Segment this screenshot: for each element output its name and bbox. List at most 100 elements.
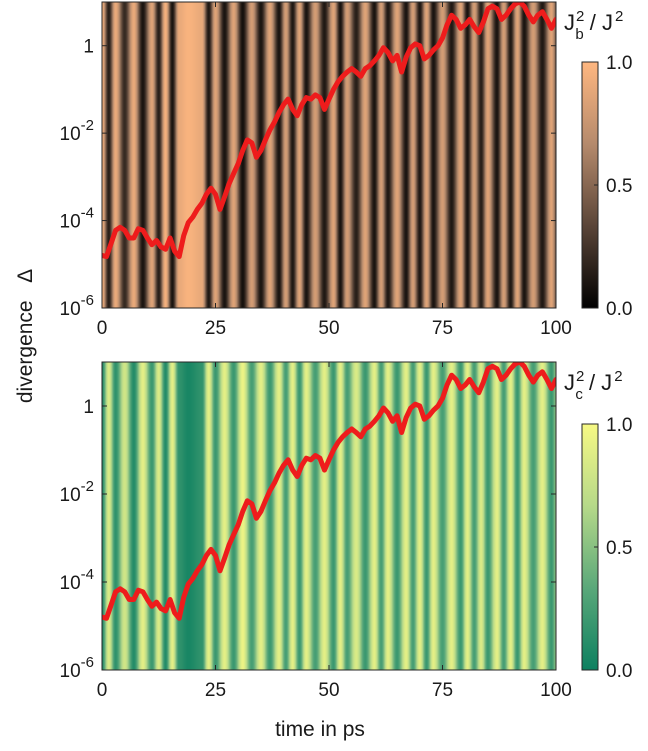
heatmap-cell: [234, 2, 236, 308]
heatmap-cell: [505, 2, 507, 308]
heatmap-cell: [518, 2, 520, 308]
heatmap-cell: [132, 362, 134, 670]
heatmap-cell: [357, 362, 359, 670]
heatmap-cell: [543, 362, 545, 670]
heatmap-cell: [547, 362, 549, 670]
heatmap-cell: [329, 2, 331, 308]
heatmap-cell: [489, 362, 491, 670]
heatmap-cell: [352, 2, 354, 308]
heatmap-cell: [473, 2, 475, 308]
heatmap-cell: [385, 2, 387, 308]
heatmap-cell: [121, 362, 123, 670]
heatmap-cell: [546, 2, 548, 308]
heatmap-cell: [172, 362, 174, 670]
heatmap-cell: [112, 2, 114, 308]
heatmap-cell: [185, 362, 187, 670]
heatmap-cell: [495, 2, 497, 308]
heatmap-cell: [360, 362, 362, 670]
heatmap-cell: [462, 2, 464, 308]
heatmap-cell: [299, 362, 301, 670]
heatmap-cell: [445, 362, 447, 670]
heatmap-cell: [106, 362, 108, 670]
heatmap-cell: [328, 362, 330, 670]
heatmap-cell: [534, 362, 536, 670]
heatmap-cell: [509, 362, 511, 670]
heatmap-cell: [418, 2, 420, 308]
heatmap-cell: [315, 362, 317, 670]
heatmap-cell: [375, 2, 377, 308]
heatmap-cell: [178, 2, 180, 308]
heatmap-cell: [427, 2, 429, 308]
heatmap-cell: [502, 362, 504, 670]
heatmap-cell: [469, 2, 471, 308]
heatmap-cell: [111, 362, 113, 670]
heatmap-cell: [297, 362, 299, 670]
heatmap-cell: [304, 2, 306, 308]
heatmap-cell: [120, 362, 122, 670]
heatmap-cell: [332, 2, 334, 308]
heatmap-cell: [533, 2, 535, 308]
heatmap-cell: [373, 362, 375, 670]
heatmap-cell: [520, 362, 522, 670]
heatmap-cell: [501, 362, 503, 670]
heatmap-cell: [328, 2, 330, 308]
heatmap-cell: [463, 2, 465, 308]
heatmap-cell: [135, 362, 137, 670]
heatmap-cell: [319, 362, 321, 670]
heatmap-cell: [462, 362, 464, 670]
heatmap-cell: [394, 362, 396, 670]
heatmap-cell: [149, 2, 151, 308]
heatmap-cell: [329, 362, 331, 670]
heatmap-cell: [179, 2, 181, 308]
heatmap-cell: [133, 2, 135, 308]
heatmap-cell: [314, 362, 316, 670]
heatmap-cell: [508, 362, 510, 670]
heatmap-cell: [193, 362, 195, 670]
heatmap-cell: [291, 362, 293, 670]
heatmap-cell: [388, 362, 390, 670]
heatmap-cell: [171, 362, 173, 670]
heatmap-cell: [386, 2, 388, 308]
heatmap-cell: [323, 362, 325, 670]
heatmap-cell: [539, 2, 541, 308]
heatmap-cell: [459, 362, 461, 670]
heatmap-cell: [167, 2, 169, 308]
heatmap-cell: [488, 362, 490, 670]
heatmap-cell: [145, 362, 147, 670]
heatmap-cell: [514, 362, 516, 670]
heatmap-cell: [374, 362, 376, 670]
heatmap-cell: [392, 362, 394, 670]
heatmap-cell: [489, 2, 491, 308]
heatmap-cell: [304, 362, 306, 670]
heatmap-cell: [144, 2, 146, 308]
heatmap-cell: [469, 362, 471, 670]
heatmap-cell: [264, 2, 266, 308]
heatmap-cell: [261, 362, 263, 670]
heatmap-cell: [404, 2, 406, 308]
heatmap-cell: [279, 362, 281, 670]
heatmap-cell: [447, 362, 449, 670]
heatmap-cell: [370, 362, 372, 670]
heatmap-cell: [128, 362, 130, 670]
heatmap-cell: [366, 362, 368, 670]
heatmap-cell: [141, 362, 143, 670]
colorbar-ticks-bottom: 0.0 0.5 1.0: [594, 415, 632, 682]
heatmap-cell: [389, 362, 391, 670]
heatmap-cell: [183, 362, 185, 670]
x-tick-label: 75: [432, 318, 453, 339]
heatmap-cell: [480, 2, 482, 308]
heatmap-cell: [137, 2, 139, 308]
heatmap-cell: [436, 2, 438, 308]
heatmap-cell: [524, 362, 526, 670]
heatmap-cell: [375, 362, 377, 670]
heatmap-cell: [163, 362, 165, 670]
heatmap-cell: [268, 362, 270, 670]
heatmap-cell: [541, 2, 543, 308]
heatmap-cell: [153, 362, 155, 670]
heatmap-cell: [196, 2, 198, 308]
heatmap-cell: [493, 2, 495, 308]
heatmap-cell: [468, 362, 470, 670]
heatmap-cell: [150, 362, 152, 670]
heatmap-cell: [368, 362, 370, 670]
